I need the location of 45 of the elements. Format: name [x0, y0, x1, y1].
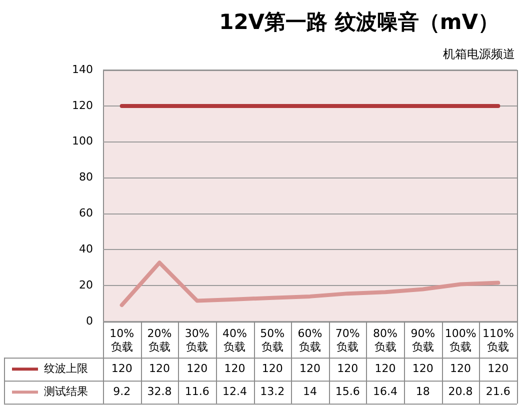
x-tick-label: 110% 负载 [482, 327, 514, 354]
data-label: 120 [488, 362, 509, 375]
legend-label: 测试结果 [44, 384, 88, 398]
data-label: 120 [450, 362, 472, 375]
data-label: 15.6 [335, 384, 360, 398]
y-tick-label: 80 [79, 170, 93, 184]
x-tick-label: 50% 负载 [260, 327, 285, 354]
chart-subtitle: 机箱电源频道 [443, 46, 515, 63]
y-tick-label: 120 [72, 98, 93, 112]
data-label: 16.4 [373, 384, 398, 398]
y-tick-label: 0 [86, 314, 93, 328]
data-label: 120 [300, 362, 320, 375]
x-tick-label: 80% 负载 [373, 327, 398, 354]
y-tick-label: 20 [79, 278, 93, 292]
data-label: 9.2 [113, 384, 131, 398]
x-tick-label: 40% 负载 [222, 327, 247, 354]
x-tick-label: 90% 负载 [410, 327, 436, 354]
data-label: 120 [111, 362, 132, 375]
data-label: 120 [374, 362, 396, 375]
y-tick-label: 60 [79, 206, 93, 220]
data-label: 21.6 [486, 384, 510, 398]
data-label: 12.4 [222, 384, 247, 398]
data-label: 13.2 [260, 384, 285, 398]
data-label: 120 [412, 362, 434, 375]
data-label: 32.8 [147, 384, 172, 398]
data-label: 18 [416, 384, 430, 398]
data-label: 14 [303, 384, 317, 398]
data-label: 20.8 [448, 384, 473, 398]
y-tick-label: 100 [72, 134, 93, 148]
y-tick-label: 140 [72, 62, 93, 76]
y-tick-label: 40 [79, 242, 93, 256]
data-label: 120 [262, 362, 283, 375]
x-tick-label: 70% 负载 [335, 327, 360, 354]
x-tick-label: 10% 负载 [110, 327, 134, 354]
data-label: 120 [186, 362, 208, 375]
chart-title: 12V第一路 纹波噪音（mV） [219, 9, 499, 36]
x-tick-label: 100% 负载 [444, 327, 476, 354]
data-label: 120 [337, 362, 358, 375]
x-tick-label: 60% 负载 [298, 327, 322, 354]
legend-label: 纹波上限 [44, 362, 88, 375]
x-tick-label: 20% 负载 [147, 327, 172, 354]
data-label: 120 [224, 362, 246, 375]
x-tick-label: 30% 负载 [184, 327, 210, 354]
data-label: 11.6 [184, 384, 210, 398]
data-label: 120 [148, 362, 170, 375]
